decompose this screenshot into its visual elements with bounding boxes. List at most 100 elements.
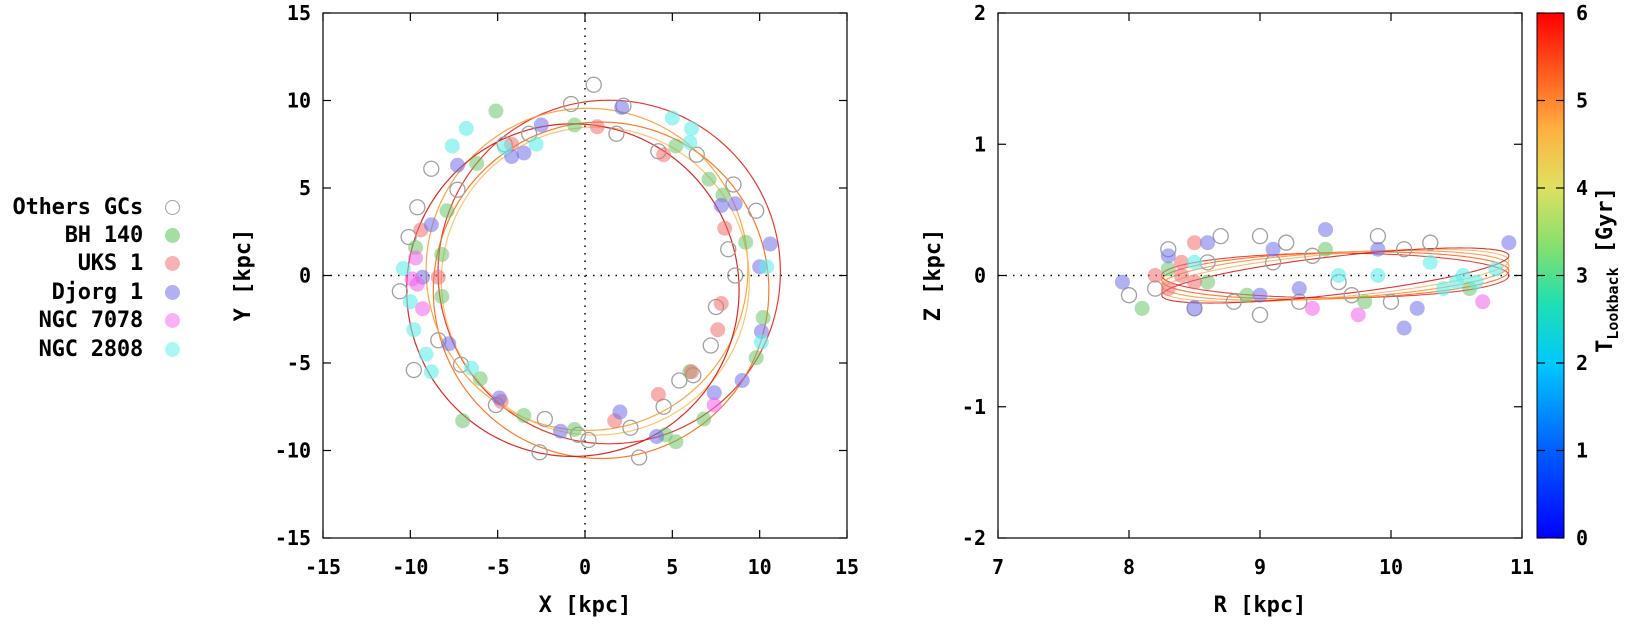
left-y-tick-label: -15 — [275, 526, 311, 550]
right-y-axis-label: Z [kpc] — [921, 229, 946, 322]
right-panel: 7 8 9 10 11 -2 -1 0 1 2 R [kpc] Z [kpc] — [921, 1, 1534, 618]
left-point-bh-140 — [439, 203, 455, 219]
left-point-djorg-1 — [727, 196, 743, 212]
left-point-djorg-1 — [734, 373, 750, 388]
left-x-ticks: -15 -10 -5 0 5 10 15 — [305, 13, 859, 579]
colorbar: 0 1 2 3 4 5 6 TLookback [Gyr] — [1536, 1, 1622, 550]
left-point-ngc-7078 — [408, 250, 424, 266]
left-point-ngc-2808 — [463, 360, 479, 376]
legend-item-bh-140: BH 140 — [4, 221, 194, 249]
left-point-bh-140 — [738, 234, 754, 250]
right-point-ngc-7078 — [1475, 294, 1491, 310]
left-point-bh-140 — [472, 371, 488, 387]
right-y-tick-label: -2 — [962, 526, 986, 550]
left-point-djorg-1 — [441, 336, 457, 352]
legend: Others GCs BH 140 UKS 1 Djorg 1 NGC 7078… — [4, 193, 194, 363]
legend-item-others-gcs: Others GCs — [4, 193, 194, 221]
left-point-others-gcs — [520, 125, 538, 142]
left-point-ngc-2808 — [753, 334, 769, 350]
left-point-uks-1 — [650, 387, 666, 402]
right-x-tick-label: 7 — [992, 555, 1004, 579]
right-plot-frame — [997, 12, 1523, 539]
left-point-uks-1 — [589, 119, 605, 135]
legend-marker-ngc7078 — [165, 313, 180, 329]
right-y-tick-label: 0 — [974, 264, 986, 288]
left-point-others-gcs — [580, 431, 597, 449]
left-point-bh-140 — [701, 171, 717, 187]
left-point-djorg-1 — [706, 385, 722, 401]
left-point-ngc-2808 — [759, 259, 775, 275]
legend-marker-others — [165, 199, 180, 215]
right-point-others-gcs — [1369, 227, 1387, 245]
left-x-tick-label: -10 — [392, 555, 428, 579]
right-x-tick-label: 10 — [1379, 555, 1403, 579]
right-point-others-gcs — [1120, 287, 1138, 304]
left-point-uks-1 — [430, 269, 446, 285]
right-point-others-gcs — [1251, 306, 1269, 324]
right-point-others-gcs — [1343, 287, 1360, 304]
left-point-ngc-7078 — [706, 397, 722, 413]
left-point-uks-1 — [717, 220, 733, 236]
colorbar-label-sub: Lookback — [1604, 267, 1622, 339]
right-point-uks-1 — [1147, 268, 1163, 283]
left-point-uks-1 — [684, 364, 700, 380]
right-point-others-gcs — [1382, 293, 1400, 310]
right-point-uks-1 — [1173, 268, 1189, 283]
right-point-djorg-1 — [1291, 281, 1307, 297]
left-y-tick-label: -5 — [287, 351, 311, 375]
left-x-axis-label: X [kpc] — [539, 593, 632, 618]
left-point-djorg-1 — [491, 390, 507, 406]
right-point-ngc-2808 — [1370, 268, 1386, 283]
right-point-others-gcs — [1395, 241, 1413, 258]
left-point-others-gcs — [688, 146, 705, 163]
right-point-ngc-2808 — [1468, 274, 1484, 290]
left-point-others-gcs — [405, 361, 422, 379]
left-point-bh-140 — [755, 310, 771, 325]
left-point-others-gcs — [702, 337, 719, 354]
left-point-djorg-1 — [516, 145, 532, 161]
right-point-others-gcs — [1225, 293, 1242, 310]
colorbar-label-main: T — [1593, 340, 1618, 353]
right-point-ngc-2808 — [1422, 254, 1438, 270]
left-point-djorg-1 — [612, 404, 628, 420]
left-point-bh-140 — [469, 156, 485, 171]
left-x-tick-label: 5 — [666, 555, 678, 579]
left-point-others-gcs — [585, 76, 602, 93]
left-point-ngc-2808 — [497, 140, 513, 156]
left-point-bh-140 — [567, 117, 583, 133]
left-point-bh-140 — [434, 247, 450, 262]
right-point-others-gcs — [1291, 293, 1308, 310]
right-y-tick-label: -1 — [962, 395, 986, 419]
right-point-ngc-2808 — [1435, 281, 1451, 297]
left-point-others-gcs — [449, 181, 466, 198]
right-x-ticks: 7 8 9 10 11 — [992, 13, 1534, 579]
colorbar-label: TLookback [Gyr] — [1593, 187, 1622, 353]
left-point-ngc-2808 — [458, 121, 474, 136]
left-point-ngc-2808 — [406, 322, 422, 338]
left-y-tick-label: 10 — [287, 89, 311, 113]
left-point-others-gcs — [423, 160, 440, 177]
legend-item-uks-1: UKS 1 — [4, 250, 194, 278]
left-y-tick-label: 5 — [299, 176, 311, 200]
right-x-tick-label: 11 — [1510, 555, 1534, 579]
left-y-tick-label: -10 — [275, 439, 311, 463]
colorbar-tick-label: 1 — [1576, 439, 1588, 463]
legend-label: NGC 2808 — [38, 336, 144, 362]
right-point-djorg-1 — [1160, 248, 1176, 264]
right-point-djorg-1 — [1265, 241, 1281, 257]
left-point-others-gcs — [536, 410, 553, 428]
colorbar-tick-label: 0 — [1576, 526, 1588, 550]
right-point-djorg-1 — [1501, 235, 1517, 251]
right-point-uks-1 — [1160, 281, 1176, 297]
legend-item-ngc-2808: NGC 2808 — [4, 335, 194, 363]
left-point-others-gcs — [391, 283, 409, 300]
right-point-djorg-1 — [1114, 274, 1130, 290]
legend-marker-bh140 — [165, 228, 180, 244]
right-point-djorg-1 — [1318, 222, 1333, 238]
left-point-djorg-1 — [449, 157, 465, 173]
right-point-ngc-7078 — [1304, 300, 1320, 316]
left-point-others-gcs — [531, 444, 548, 461]
left-point-bh-140 — [567, 422, 583, 437]
right-point-ngc-2808 — [1331, 268, 1347, 283]
